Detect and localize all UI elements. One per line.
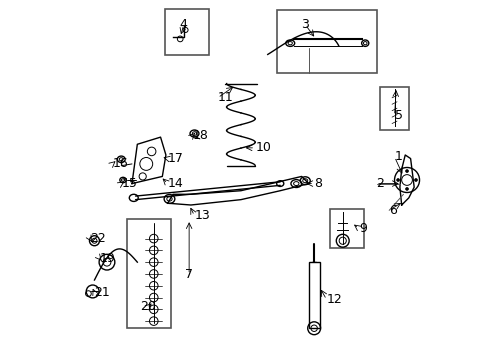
Bar	[164, 9, 208, 55]
Bar	[380, 87, 408, 130]
Text: 22: 22	[90, 233, 106, 246]
Text: 5: 5	[394, 109, 402, 122]
Text: 11: 11	[217, 91, 233, 104]
Bar	[126, 219, 171, 328]
Text: 18: 18	[192, 129, 208, 142]
Text: 20: 20	[140, 300, 156, 313]
Text: 19: 19	[100, 252, 115, 265]
Circle shape	[396, 179, 399, 181]
Circle shape	[405, 188, 407, 190]
Text: 1: 1	[394, 150, 402, 163]
Bar	[276, 10, 376, 73]
Text: 6: 6	[388, 204, 396, 217]
Text: 21: 21	[94, 286, 110, 299]
Text: 17: 17	[167, 152, 183, 165]
Text: 13: 13	[194, 209, 210, 222]
Text: 8: 8	[313, 177, 322, 190]
Text: 2: 2	[375, 177, 383, 190]
Text: 10: 10	[255, 141, 270, 154]
Circle shape	[405, 170, 407, 172]
Text: 12: 12	[326, 293, 342, 306]
Polygon shape	[167, 176, 308, 205]
Text: 15: 15	[121, 177, 137, 190]
Circle shape	[414, 179, 417, 181]
Bar	[308, 262, 319, 328]
Bar	[329, 208, 364, 248]
Text: 9: 9	[358, 222, 366, 235]
Text: 7: 7	[185, 268, 193, 281]
Text: 3: 3	[301, 18, 308, 31]
Text: 4: 4	[180, 18, 187, 31]
Text: 16: 16	[112, 157, 128, 170]
Text: 14: 14	[167, 177, 183, 190]
Polygon shape	[132, 137, 165, 184]
